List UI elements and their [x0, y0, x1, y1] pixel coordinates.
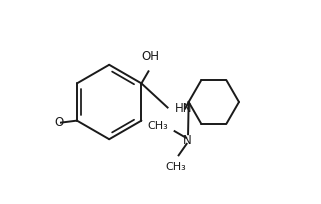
Text: CH₃: CH₃ — [148, 121, 169, 131]
Text: OH: OH — [142, 50, 160, 63]
Text: N: N — [183, 134, 192, 147]
Text: HN: HN — [175, 102, 192, 115]
Text: CH₃: CH₃ — [165, 162, 186, 172]
Text: O: O — [54, 116, 64, 129]
